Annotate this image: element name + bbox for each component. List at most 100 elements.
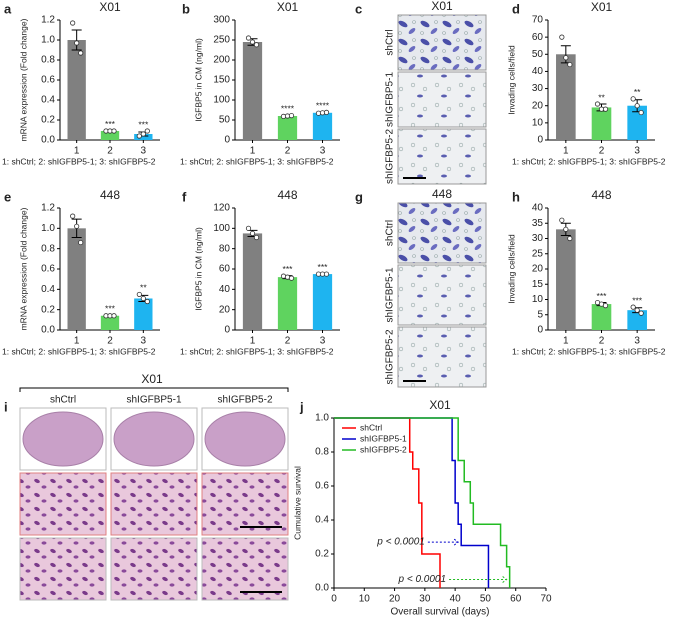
y-tick-label: 1.2 <box>41 203 55 214</box>
y-tick-label: 1.0 <box>315 413 329 424</box>
chart-title: X01 <box>99 0 121 14</box>
data-point <box>634 307 640 313</box>
annotation-arrow <box>449 576 508 583</box>
y-tick-label: 50 <box>532 49 544 60</box>
bar <box>312 112 333 140</box>
panel-title: X01 <box>431 0 453 13</box>
column-label: shIGFBP5-1 <box>126 395 181 406</box>
data-point <box>144 128 150 134</box>
significance: ** <box>140 283 147 293</box>
y-tick-label: 80 <box>219 243 231 254</box>
caption: 1: shCtrl; 2: shIGFBP5-1; 3: shIGFBP5-2 <box>180 346 334 356</box>
data-point <box>140 131 146 137</box>
caption: 1: shCtrl; 2: shIGFBP5-1; 3: shIGFBP5-2 <box>2 346 156 356</box>
row-label: shIGFBP5-2 <box>385 129 396 184</box>
x-tick-label: 10 <box>359 594 371 605</box>
significance: *** <box>597 291 608 301</box>
y-tick-label: 200 <box>213 55 230 66</box>
panel-letter: f <box>182 189 187 204</box>
y-tick-label: 60 <box>532 32 544 43</box>
y-tick-label: 0.8 <box>41 243 55 254</box>
p-value: p < 0.0001 <box>398 574 447 585</box>
y-tick-label: 0.0 <box>41 135 55 146</box>
row-label: shCtrl <box>385 29 396 55</box>
x-axis-label: Overall survival (days) <box>391 607 490 617</box>
y-tick-label: 100 <box>213 95 230 106</box>
x-tick-label: 3 <box>634 336 640 347</box>
data-point <box>136 291 142 298</box>
y-tick-label: 40 <box>219 284 231 295</box>
data-point <box>245 35 252 41</box>
brain-section <box>22 411 104 467</box>
panel-letter: e <box>4 189 11 204</box>
y-tick-label: 150 <box>213 75 230 86</box>
y-tick-label: 0.0 <box>41 325 55 336</box>
chart-title: 448 <box>591 188 611 202</box>
y-tick-label: 35 <box>532 218 544 229</box>
y-tick-label: 1.2 <box>41 15 55 26</box>
bar <box>556 229 576 330</box>
data-point <box>559 217 565 223</box>
chart-title: X01 <box>277 0 299 14</box>
survival-curve <box>334 417 490 588</box>
data-point <box>323 109 330 116</box>
data-point <box>74 40 80 46</box>
y-axis-label: Invading cells/field <box>506 45 516 115</box>
row-label: shCtrl <box>385 220 396 246</box>
y-tick-label: 300 <box>213 15 230 26</box>
histology <box>110 537 198 601</box>
legend-label: shCtrl <box>360 422 382 432</box>
y-axis-label: Invading cells/field <box>506 234 516 304</box>
x-tick-label: 1 <box>250 336 256 347</box>
x-tick-label: 3 <box>634 146 640 157</box>
x-tick-label: 2 <box>599 336 605 347</box>
y-tick-label: 100 <box>213 223 230 234</box>
data-point <box>249 230 256 237</box>
y-tick-label: 0.4 <box>41 95 55 106</box>
x-tick-label: 2 <box>107 146 113 157</box>
chart-title: 448 <box>100 188 120 202</box>
column-label: shIGFBP5-2 <box>217 395 272 406</box>
bar <box>67 228 86 330</box>
data-point <box>563 55 569 61</box>
p-value: p < 0.0001 <box>376 537 425 548</box>
caption: 1: shCtrl; 2: shIGFBP5-1; 3: shIGFBP5-2 <box>2 156 156 166</box>
chart-title: X01 <box>429 398 451 412</box>
y-tick-label: 120 <box>213 203 230 214</box>
data-point <box>253 234 260 241</box>
data-point <box>253 42 260 48</box>
significance: *** <box>105 119 116 129</box>
y-tick-label: 0.8 <box>315 447 329 458</box>
data-point <box>136 133 142 139</box>
x-tick-label: 3 <box>320 146 326 157</box>
y-tick-label: 1.0 <box>41 35 55 46</box>
x-tick-label: 40 <box>450 594 462 605</box>
y-tick-label: 0.2 <box>315 549 329 560</box>
data-point <box>74 223 80 229</box>
histology <box>19 537 107 601</box>
x-tick-label: 2 <box>107 336 113 347</box>
survival-curve <box>334 417 511 588</box>
y-tick-label: 40 <box>532 66 544 77</box>
row-label: shIGFBP5-1 <box>385 267 396 322</box>
panel-title: 448 <box>432 187 452 201</box>
y-tick-label: 15 <box>532 279 544 290</box>
histology <box>201 472 289 536</box>
significance: *** <box>632 295 643 305</box>
bar <box>312 274 333 330</box>
y-tick-label: 0.0 <box>315 583 329 594</box>
micrograph <box>397 264 487 326</box>
caption: 1: shCtrl; 2: shIGFBP5-1; 3: shIGFBP5-2 <box>512 346 666 356</box>
brain-section <box>204 411 286 467</box>
x-tick-label: 1 <box>563 146 569 157</box>
x-tick-label: 1 <box>250 146 256 157</box>
error-bar <box>71 29 82 51</box>
histology <box>110 472 198 536</box>
data-point <box>249 39 256 45</box>
chart-title: 448 <box>277 188 297 202</box>
y-tick-label: 0 <box>537 135 543 146</box>
y-tick-label: 1.0 <box>41 223 55 234</box>
bar <box>100 315 120 330</box>
panel-letter: i <box>4 399 8 414</box>
micrograph <box>397 202 487 264</box>
